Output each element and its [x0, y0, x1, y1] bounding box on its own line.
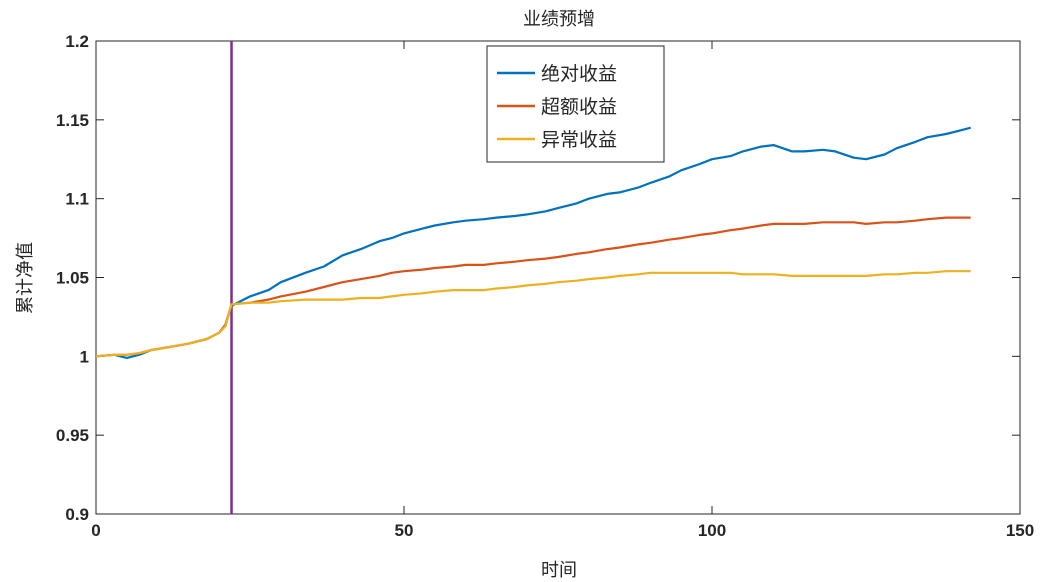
y-tick-label: 1.2 — [65, 32, 89, 51]
y-tick-label: 1 — [80, 347, 89, 366]
x-tick-label: 150 — [1006, 521, 1034, 540]
y-tick-label: 1.15 — [56, 111, 89, 130]
x-tick-label: 100 — [698, 521, 726, 540]
y-tick-label: 0.9 — [65, 505, 89, 524]
x-axis-title: 时间 — [541, 560, 577, 581]
y-tick-label: 1.05 — [56, 269, 89, 288]
legend-box — [486, 45, 665, 163]
x-tick-label: 0 — [91, 521, 100, 540]
y-axis-title: 累计净值 — [15, 242, 36, 314]
legend-label-1: 绝对收益 — [541, 63, 617, 85]
legend-label-2: 超额收益 — [541, 96, 617, 118]
y-tick-label: 0.95 — [56, 426, 89, 445]
y-tick-label: 1.1 — [65, 190, 89, 209]
chart-title: 业绩预增 — [523, 9, 595, 30]
x-tick-label: 50 — [395, 521, 414, 540]
series-line-3 — [95, 270, 971, 358]
legend-label-3: 异常收益 — [541, 129, 617, 151]
